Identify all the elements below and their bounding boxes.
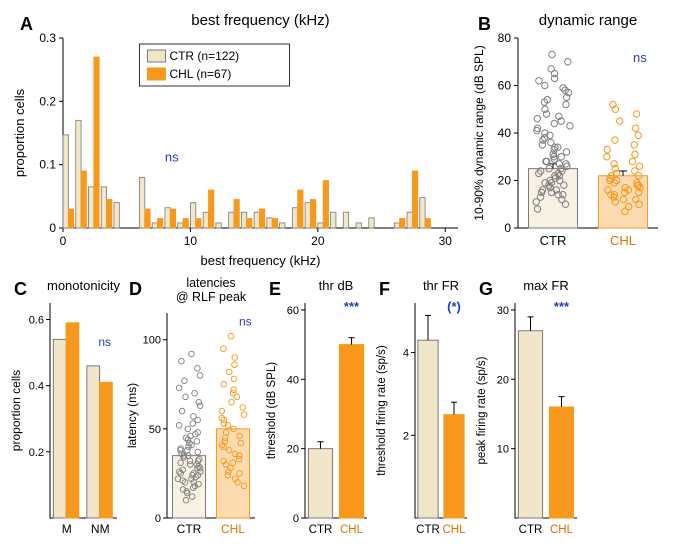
svg-text:CHL: CHL (340, 524, 364, 536)
svg-text:50: 50 (149, 424, 161, 436)
panel-b: 0 20 40 60 80 Bdynamic range 10-90% dynamic ra… (468, 8, 668, 273)
svg-text:CTR: CTR (519, 524, 543, 536)
svg-text:ns: ns (633, 50, 647, 65)
svg-text:100: 100 (143, 335, 161, 347)
svg-text:threshold firing rate (sp/s): threshold firing rate (sp/s) (376, 345, 388, 476)
panel-f: 2 4 Fthr FR threshold firing rate (sp/s) CTR… (373, 273, 473, 548)
svg-text:CTR: CTR (177, 522, 202, 536)
svg-text:G: G (479, 279, 493, 299)
svg-text:10: 10 (497, 444, 509, 456)
svg-text:0.2: 0.2 (39, 94, 56, 108)
svg-text:0: 0 (504, 221, 511, 235)
svg-text:10: 10 (184, 234, 198, 248)
svg-text:40: 40 (287, 374, 299, 386)
svg-text:ns: ns (239, 314, 252, 328)
figure: 00.10.20.30102030Abest frequency (kHz)be… (8, 8, 667, 548)
svg-text:CTR: CTR (309, 524, 333, 536)
svg-text:2: 2 (403, 430, 409, 442)
svg-text:best frequency (kHz): best frequency (kHz) (191, 12, 329, 29)
svg-text:20: 20 (498, 174, 512, 188)
svg-text:10-90% dynamic range (dB SPL): 10-90% dynamic range (dB SPL) (472, 45, 486, 220)
panel-e: 0 20 40 60 Ethr dB threshold (dB SPL) CTR CHL **… (263, 273, 373, 548)
svg-text:@ RLF peak: @ RLF peak (176, 290, 247, 304)
svg-text:***: *** (344, 299, 360, 314)
svg-text:NM: NM (91, 522, 110, 536)
svg-text:20: 20 (287, 444, 299, 456)
svg-text:E: E (269, 279, 281, 299)
svg-text:C: C (14, 279, 27, 299)
svg-text:0: 0 (155, 513, 161, 525)
panel-a: 0 0.1 0.2 0.3 0 10 20 30 Abest frequency (kHz) be… (8, 8, 468, 273)
svg-text:thr FR: thr FR (423, 278, 459, 293)
svg-text:CHL (n=67): CHL (n=67) (169, 67, 231, 81)
svg-text:0.3: 0.3 (39, 31, 56, 45)
svg-text:(*): (*) (447, 299, 461, 314)
svg-text:0.1: 0.1 (39, 158, 56, 172)
svg-text:proportion cells: proportion cells (9, 370, 23, 451)
svg-text:CHL: CHL (221, 522, 245, 536)
svg-text:ns: ns (165, 150, 179, 165)
svg-text:A: A (20, 14, 33, 34)
svg-text:CHL: CHL (610, 233, 636, 248)
svg-text:threshold (dB SPL): threshold (dB SPL) (266, 362, 278, 459)
svg-text:0: 0 (60, 234, 67, 248)
svg-text:monotonicity: monotonicity (47, 278, 120, 293)
svg-text:20: 20 (497, 374, 509, 386)
svg-text:CHL: CHL (442, 524, 466, 536)
svg-text:0.2: 0.2 (29, 447, 44, 459)
svg-text:latencies: latencies (186, 276, 235, 290)
svg-text:CTR: CTR (416, 524, 440, 536)
svg-text:0.4: 0.4 (29, 381, 44, 393)
panel-c: 0.2 0.4 0.6 M NM Cmonotonicity proportion cell… (8, 273, 123, 548)
svg-text:0: 0 (49, 221, 56, 235)
svg-text:60: 60 (498, 79, 512, 93)
svg-text:CHL: CHL (550, 524, 574, 536)
svg-text:4: 4 (403, 348, 409, 360)
svg-text:M: M (62, 522, 72, 536)
svg-text:40: 40 (498, 126, 512, 140)
svg-text:max FR: max FR (523, 278, 569, 293)
svg-text:30: 30 (439, 234, 453, 248)
svg-text:F: F (379, 279, 390, 299)
panel-d: 0 50 100 Dlatencies@ RLF peak latency (ms) CT… (123, 273, 263, 548)
svg-text:B: B (478, 14, 491, 34)
svg-text:ns: ns (98, 335, 111, 349)
row-2: 0.2 0.4 0.6 M NM Cmonotonicity proportion cell… (8, 273, 667, 548)
svg-text:20: 20 (311, 234, 325, 248)
svg-text:latency (ms): latency (ms) (125, 383, 139, 448)
row-1: 0 0.1 0.2 0.3 0 10 20 30 Abest frequency (kHz) be… (8, 8, 667, 273)
svg-text:CTR (n=122): CTR (n=122) (169, 49, 239, 63)
svg-text:proportion cells: proportion cells (12, 88, 27, 177)
svg-text:D: D (129, 279, 142, 299)
svg-text:best frequency (kHz): best frequency (kHz) (201, 253, 321, 268)
svg-text:0: 0 (293, 513, 299, 525)
svg-text:thr dB: thr dB (319, 278, 354, 293)
svg-text:30: 30 (497, 305, 509, 317)
panel-g: 10 20 30 Gmax FR peak firing rate (sp/s) CTR C… (473, 273, 583, 548)
svg-text:***: *** (554, 299, 570, 314)
svg-text:peak firing rate (sp/s): peak firing rate (sp/s) (476, 356, 488, 464)
svg-text:80: 80 (498, 31, 512, 45)
svg-text:60: 60 (287, 305, 299, 317)
svg-text:dynamic range: dynamic range (539, 12, 637, 29)
svg-text:0.6: 0.6 (29, 315, 44, 327)
svg-text:CTR: CTR (540, 233, 567, 248)
